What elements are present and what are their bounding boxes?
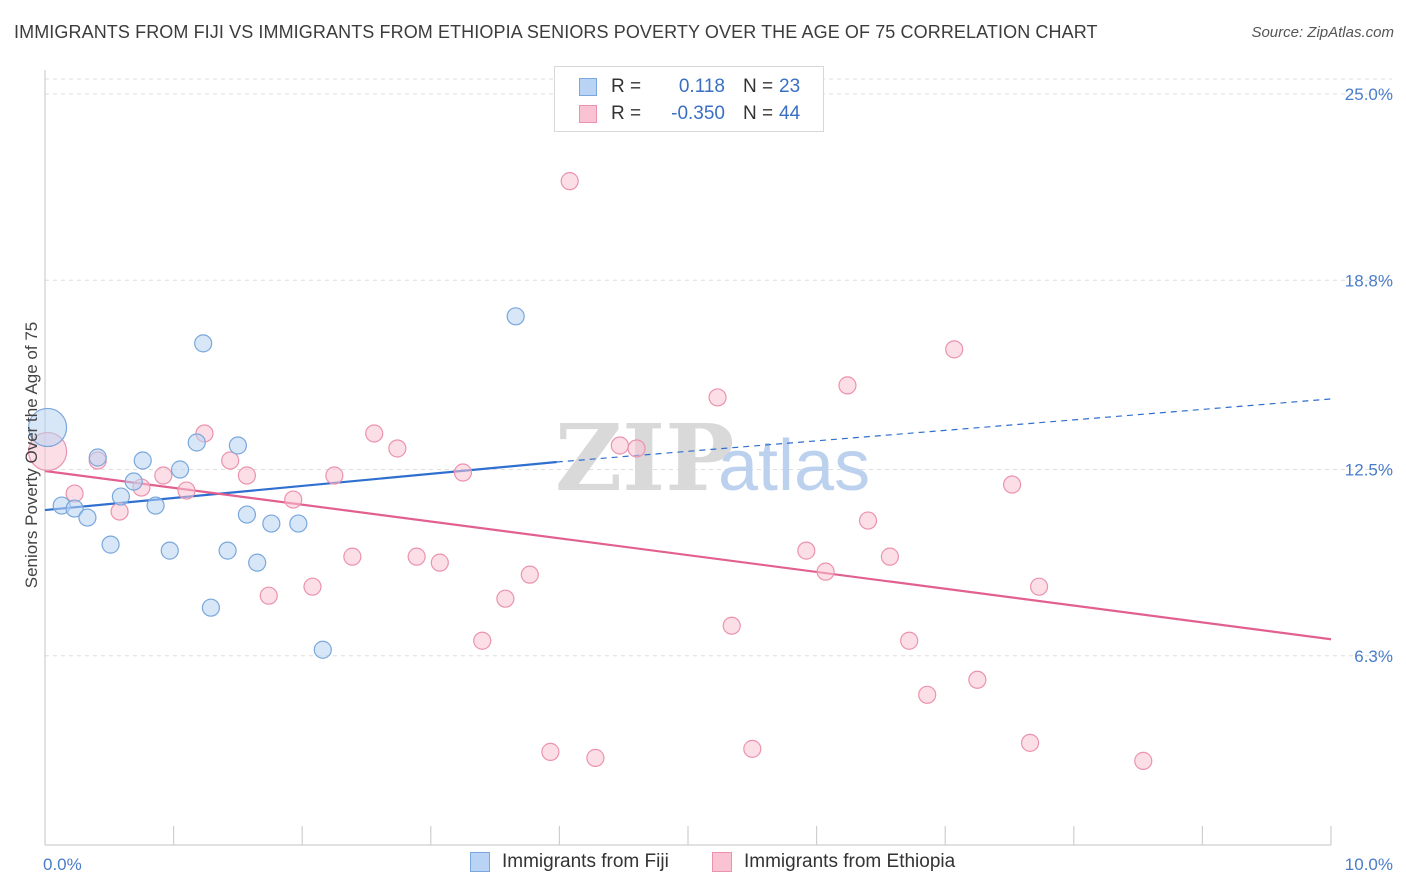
fiji-trend-extension bbox=[556, 398, 1332, 463]
bottom-ethiopia-label: Immigrants from Ethiopia bbox=[744, 851, 956, 872]
gridlines bbox=[45, 78, 1392, 657]
ethiopia-point bbox=[325, 466, 344, 485]
ethiopia-point bbox=[388, 439, 407, 458]
fiji-point bbox=[88, 448, 107, 467]
legend-row-fiji: R = 0.118 N = 23 bbox=[579, 74, 800, 100]
y-tick-label: 6.3% bbox=[1354, 647, 1393, 666]
ethiopia-point bbox=[407, 547, 426, 566]
ethiopia-point bbox=[1134, 751, 1153, 770]
fiji-n-value: 23 bbox=[779, 76, 801, 97]
ethiopia-point bbox=[560, 172, 579, 191]
fiji-point bbox=[101, 535, 120, 554]
ethiopia-point bbox=[1020, 733, 1040, 752]
ethiopia-point bbox=[858, 511, 878, 530]
fiji-point bbox=[65, 499, 84, 518]
ethiopia-point bbox=[945, 340, 964, 359]
ethiopia-n-value: 44 bbox=[779, 103, 801, 124]
ethiopia-point bbox=[541, 742, 560, 761]
ethiopia-point bbox=[900, 631, 919, 650]
ethiopia-point bbox=[177, 481, 196, 500]
fiji-point bbox=[228, 436, 247, 455]
ethiopia-point bbox=[708, 388, 727, 407]
watermark: ZIP atlas bbox=[555, 404, 870, 512]
fiji-point bbox=[78, 508, 97, 527]
ethiopia-point bbox=[237, 466, 257, 485]
ethiopia-point bbox=[1002, 475, 1022, 494]
bottom-legend-fiji: Immigrants from Fiji bbox=[470, 851, 669, 873]
ethiopia-point bbox=[968, 670, 987, 689]
bottom-legend-ethiopia: Immigrants from Ethiopia bbox=[712, 851, 955, 873]
ethiopia-point bbox=[110, 502, 129, 521]
ethiopia-point bbox=[610, 436, 629, 455]
ethiopia-r-value: -0.350 bbox=[671, 103, 725, 124]
ethiopia-point bbox=[303, 577, 322, 596]
ethiopia-point bbox=[284, 490, 303, 509]
ethiopia-point bbox=[154, 466, 173, 485]
ethiopia-point bbox=[430, 553, 449, 572]
fiji-point bbox=[124, 472, 143, 491]
bottom-fiji-label: Immigrants from Fiji bbox=[502, 851, 669, 872]
ethiopia-point bbox=[838, 376, 857, 395]
ethiopia-point bbox=[586, 748, 605, 767]
ethiopia-point bbox=[473, 631, 492, 650]
ethiopia-point bbox=[918, 685, 937, 704]
fiji-point bbox=[27, 407, 68, 448]
fiji-point bbox=[201, 598, 220, 617]
chart-title: IMMIGRANTS FROM FIJI VS IMMIGRANTS FROM … bbox=[14, 22, 1098, 42]
fiji-point bbox=[313, 640, 332, 659]
ethiopia-point bbox=[797, 541, 816, 560]
ethiopia-point bbox=[453, 463, 473, 482]
fiji-r-value: 0.118 bbox=[678, 76, 725, 97]
y-tick-label: 12.5% bbox=[1345, 461, 1393, 480]
bottom-ethiopia-swatch bbox=[712, 852, 732, 872]
data-points bbox=[27, 172, 1153, 770]
fiji-point bbox=[506, 307, 525, 326]
fiji-point bbox=[133, 451, 152, 470]
ethiopia-point bbox=[221, 451, 240, 470]
y-tick-label: 25.0% bbox=[1345, 85, 1393, 104]
fiji-point bbox=[187, 433, 206, 452]
fiji-point bbox=[237, 505, 257, 524]
fiji-r-label: R = bbox=[611, 76, 642, 97]
fiji-point bbox=[218, 541, 237, 560]
ethiopia-point bbox=[496, 589, 515, 608]
ethiopia-point bbox=[816, 562, 835, 581]
fiji-point bbox=[146, 496, 165, 515]
stats-legend: R = 0.118 N = 23 R = -0.350 N = 44 bbox=[554, 66, 824, 132]
ethiopia-point bbox=[1029, 577, 1049, 596]
y-axis-label: Seniors Poverty Over the Age of 75 bbox=[22, 322, 41, 588]
fiji-point bbox=[289, 514, 308, 533]
ethiopia-point bbox=[343, 547, 362, 566]
ethiopia-point bbox=[722, 616, 741, 635]
fiji-swatch bbox=[579, 78, 597, 96]
ethiopia-n-label: N = bbox=[743, 103, 774, 124]
fiji-point bbox=[194, 334, 213, 353]
ethiopia-point bbox=[627, 439, 646, 458]
ethiopia-r-label: R = bbox=[611, 103, 642, 124]
fiji-point bbox=[248, 553, 267, 572]
fiji-point bbox=[111, 487, 130, 506]
ethiopia-point bbox=[880, 547, 900, 566]
fiji-point bbox=[262, 514, 281, 533]
legend-row-ethiopia: R = -0.350 N = 44 bbox=[579, 101, 800, 127]
x-tick-label: 10.0% bbox=[1345, 855, 1393, 874]
fiji-point bbox=[170, 460, 190, 479]
ethiopia-point bbox=[259, 586, 278, 605]
bottom-fiji-swatch bbox=[470, 852, 490, 872]
fiji-n-label: N = bbox=[743, 76, 774, 97]
ethiopia-swatch bbox=[579, 105, 597, 123]
source-credit: Source: ZipAtlas.com bbox=[1251, 24, 1394, 41]
fiji-point bbox=[160, 541, 179, 560]
ethiopia-point bbox=[520, 565, 539, 584]
ethiopia-point bbox=[743, 739, 762, 758]
watermark-atlas: atlas bbox=[718, 426, 870, 506]
watermark-zip: ZIP bbox=[555, 404, 734, 512]
x-tick-label: 0.0% bbox=[43, 855, 82, 874]
ethiopia-trend-line bbox=[44, 469, 1332, 641]
tick-labels: 6.3% 12.5% 18.8% 25.0% 0.0% 10.0% bbox=[43, 85, 1393, 874]
ethiopia-point bbox=[365, 424, 384, 443]
y-tick-label: 18.8% bbox=[1345, 271, 1393, 290]
